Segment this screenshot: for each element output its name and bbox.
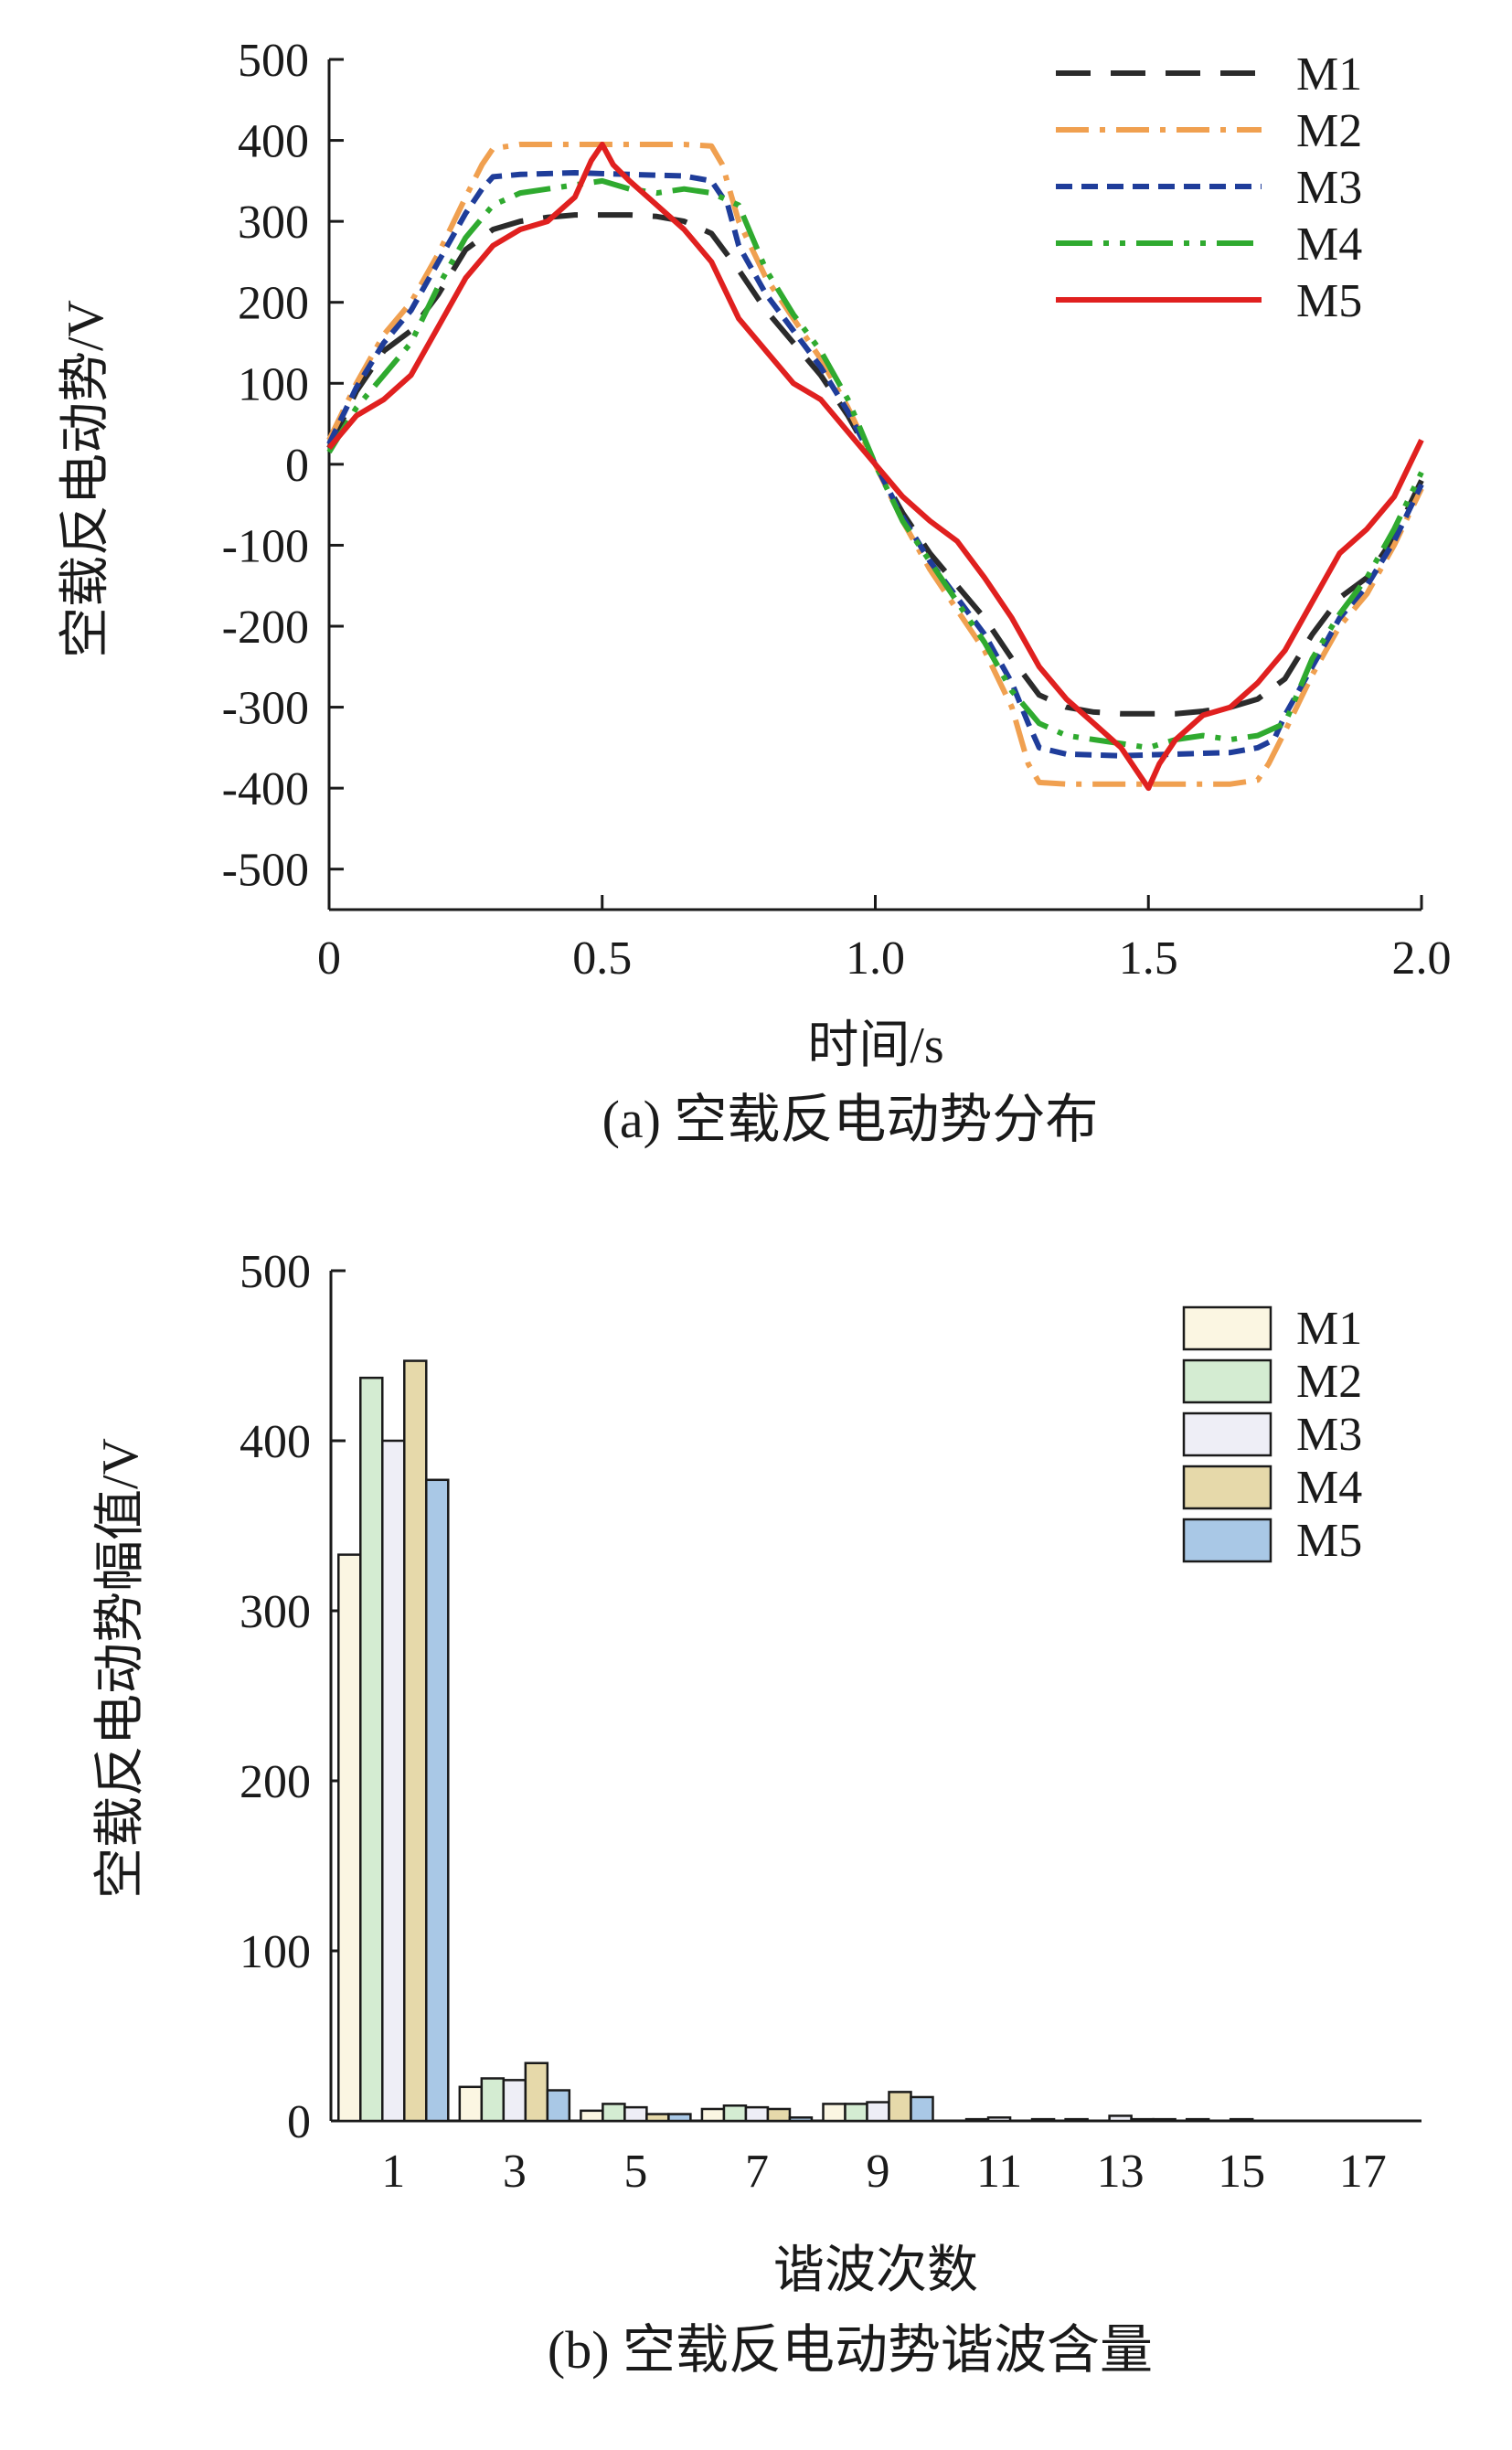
bar-chart-x-tick-label: 11 — [976, 2146, 1022, 2198]
bar-chart-y-tick-label: 200 — [240, 1756, 311, 1808]
line-chart-y-tick-label: 400 — [238, 116, 309, 168]
legend-label-m4: M4 — [1296, 1462, 1362, 1514]
bar-chart-x-tick-label: 15 — [1218, 2146, 1265, 2198]
line-chart-y-tick-label: 100 — [238, 358, 309, 410]
bar-m5-h1 — [425, 1478, 450, 2123]
line-chart-x-tick-label: 0.5 — [572, 932, 632, 985]
legend-label-m2: M2 — [1296, 1356, 1362, 1408]
bar-m1-h15 — [1185, 2117, 1210, 2123]
bar-m2-h9 — [844, 2103, 868, 2123]
legend-label-m5: M5 — [1296, 275, 1362, 327]
bar-m5-h13 — [1152, 2117, 1177, 2123]
bar-m1-h5 — [580, 2109, 604, 2123]
bar-chart-x-tick-label: 13 — [1097, 2146, 1145, 2198]
line-chart-x-tick-label: 2.0 — [1392, 932, 1452, 985]
bar-chart-x-tick-label: 7 — [745, 2146, 769, 2198]
bar-m4-h1 — [403, 1359, 428, 2123]
line-chart-y-tick-label: -400 — [222, 763, 309, 815]
bar-m1-h3 — [458, 2085, 484, 2123]
bar-m2-h1 — [359, 1376, 384, 2123]
bar-m5-h3 — [546, 2089, 571, 2123]
legend-label-m3: M3 — [1296, 162, 1362, 214]
bar-chart-x-tick-label: 3 — [503, 2146, 527, 2198]
line-chart-x-tick-label: 0 — [317, 932, 341, 985]
legend-label-m1: M1 — [1296, 1303, 1362, 1355]
line-chart-x-tick-label: 1.0 — [846, 932, 905, 985]
bar-chart-y-tick-label: 100 — [240, 1926, 311, 1978]
bar-m4-h9 — [888, 2091, 912, 2123]
bar-chart-y-tick-label: 400 — [240, 1416, 311, 1468]
series-line-m5 — [326, 142, 1424, 792]
bar-m5-h9 — [910, 2095, 934, 2123]
line-chart-y-tick-label: 300 — [238, 197, 309, 249]
legend-swatch-m3 — [1182, 1411, 1272, 1457]
line-chart-y-tick-label: 500 — [238, 35, 309, 87]
bar-m3-h11 — [986, 2116, 1012, 2123]
bar-chart-x-tick-label: 9 — [867, 2146, 890, 2198]
line-chart-y-tick-label: 0 — [285, 440, 309, 492]
line-chart-y-tick-label: -100 — [222, 520, 309, 572]
legend-swatch-m4 — [1182, 1465, 1272, 1510]
legend-label-m5: M5 — [1296, 1515, 1362, 1567]
line-chart-y-tick-label: -200 — [222, 602, 309, 654]
bar-m1-h9 — [822, 2103, 847, 2123]
bar-chart-x-tick-label: 17 — [1339, 2146, 1387, 2198]
bar-m3-h3 — [502, 2079, 527, 2123]
bar-m4-h3 — [524, 2061, 549, 2123]
bar-m1-h7 — [700, 2107, 726, 2123]
bar-m5-h5 — [667, 2113, 692, 2123]
line-chart-y-tick-label: -500 — [222, 845, 309, 897]
line-chart-y-tick-label: 200 — [238, 278, 309, 330]
bar-chart-x-tick-label: 5 — [623, 2146, 647, 2198]
bar-m2-h5 — [602, 2103, 626, 2123]
line-chart-y-tick-label: -300 — [222, 683, 309, 735]
bar-m4-h7 — [766, 2107, 792, 2123]
bar-chart-caption: (b) 空载反电动势谐波含量 — [548, 2320, 1153, 2380]
bar-m5-h7 — [788, 2116, 814, 2123]
line-chart-x-axis-title: 时间/s — [807, 1017, 943, 1074]
bar-m3-h7 — [744, 2105, 770, 2123]
line-chart-caption: (a) 空载反电动势分布 — [602, 1090, 1099, 1149]
legend-label-m3: M3 — [1296, 1409, 1362, 1461]
bar-m3-h13 — [1108, 2114, 1133, 2123]
bar-m4-h5 — [645, 2113, 670, 2123]
series-line-m3 — [326, 170, 1424, 759]
line-chart-x-tick-label: 1.5 — [1119, 932, 1178, 985]
line-chart-y-axis-title: 空载反电动势/V — [58, 300, 114, 658]
line-chart-series-group — [326, 142, 1424, 792]
bar-chart-y-tick-label: 300 — [240, 1586, 311, 1638]
bar-m4-h13 — [1130, 2117, 1155, 2123]
bar-chart-y-axis-title: 空载反电动势幅值/V — [92, 1438, 149, 1899]
bar-chart-bars-group — [337, 1359, 1254, 2123]
legend-swatch-m1 — [1182, 1305, 1272, 1351]
bar-m3-h9 — [866, 2101, 890, 2123]
legend-swatch-m5 — [1182, 1518, 1272, 1563]
bar-m1-h1 — [337, 1553, 362, 2123]
bar-m2-h3 — [480, 2077, 506, 2123]
bar-m2-h11 — [964, 2117, 990, 2123]
legend-label-m4: M4 — [1296, 218, 1362, 271]
bar-m2-h7 — [722, 2104, 748, 2123]
bar-m1-h13 — [1064, 2117, 1089, 2123]
bar-m5-h11 — [1030, 2117, 1056, 2123]
bar-m3-h1 — [381, 1439, 406, 2123]
bar-m3-h5 — [623, 2105, 648, 2123]
legend-label-m1: M1 — [1296, 48, 1362, 101]
bar-chart-y-tick-label: 500 — [240, 1246, 311, 1298]
legend-swatch-m2 — [1182, 1358, 1272, 1404]
bar-chart-x-tick-label: 1 — [381, 2146, 405, 2198]
bar-chart-y-tick-label: 0 — [287, 2096, 311, 2148]
bar-m3-h15 — [1229, 2117, 1254, 2123]
bar-chart-x-axis-title: 谐波次数 — [773, 2242, 978, 2299]
legend-label-m2: M2 — [1296, 105, 1362, 157]
